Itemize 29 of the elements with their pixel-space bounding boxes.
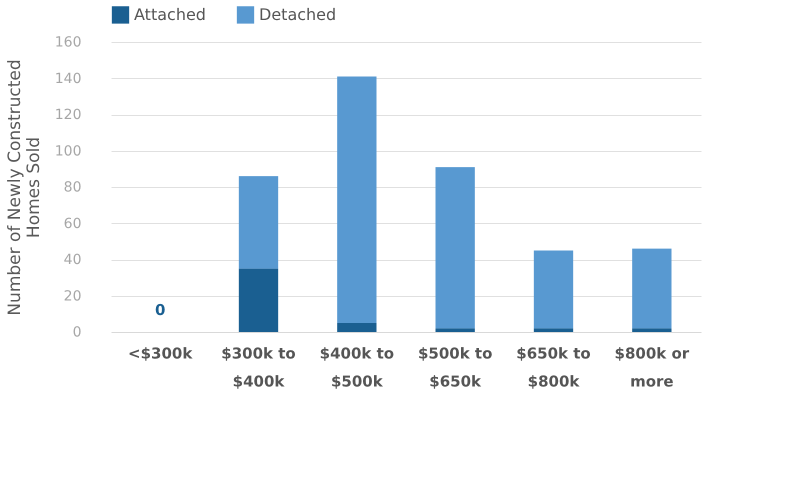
bar bbox=[632, 328, 672, 332]
y-tick-label: 140 bbox=[54, 70, 82, 87]
x-tick-label: $400k to $500k bbox=[320, 344, 394, 390]
y-tick-label: 80 bbox=[64, 180, 82, 196]
bar bbox=[337, 322, 376, 332]
data-label: 0 bbox=[154, 301, 166, 319]
bar bbox=[534, 328, 574, 332]
bar bbox=[337, 76, 376, 323]
x-tick-label: $300k to $400k bbox=[221, 344, 296, 390]
legend-label: Attached bbox=[134, 4, 206, 24]
x-tick-label: $500k to $650k bbox=[418, 344, 492, 390]
bar bbox=[534, 250, 574, 328]
y-tick-label: 120 bbox=[54, 107, 82, 123]
x-tick-label: <$300k bbox=[128, 344, 194, 362]
bar bbox=[632, 248, 672, 328]
legend-label: Detached bbox=[259, 4, 336, 24]
y-axis-title: Number of Newly Constructed Homes Sold bbox=[4, 59, 44, 316]
bar bbox=[436, 328, 475, 332]
y-tick-label: 20 bbox=[64, 288, 82, 304]
bar bbox=[436, 167, 475, 328]
y-tick-label: 100 bbox=[54, 143, 82, 160]
bar bbox=[238, 268, 278, 332]
x-tick-label: $800k or more bbox=[614, 344, 690, 390]
bar bbox=[238, 176, 278, 269]
x-tick-label: $650k to $800k bbox=[516, 344, 591, 390]
y-tick-label: 40 bbox=[64, 252, 82, 268]
y-tick-label: 160 bbox=[54, 34, 82, 50]
y-tick-label: 0 bbox=[72, 324, 82, 340]
y-tick-label: 60 bbox=[64, 216, 82, 232]
